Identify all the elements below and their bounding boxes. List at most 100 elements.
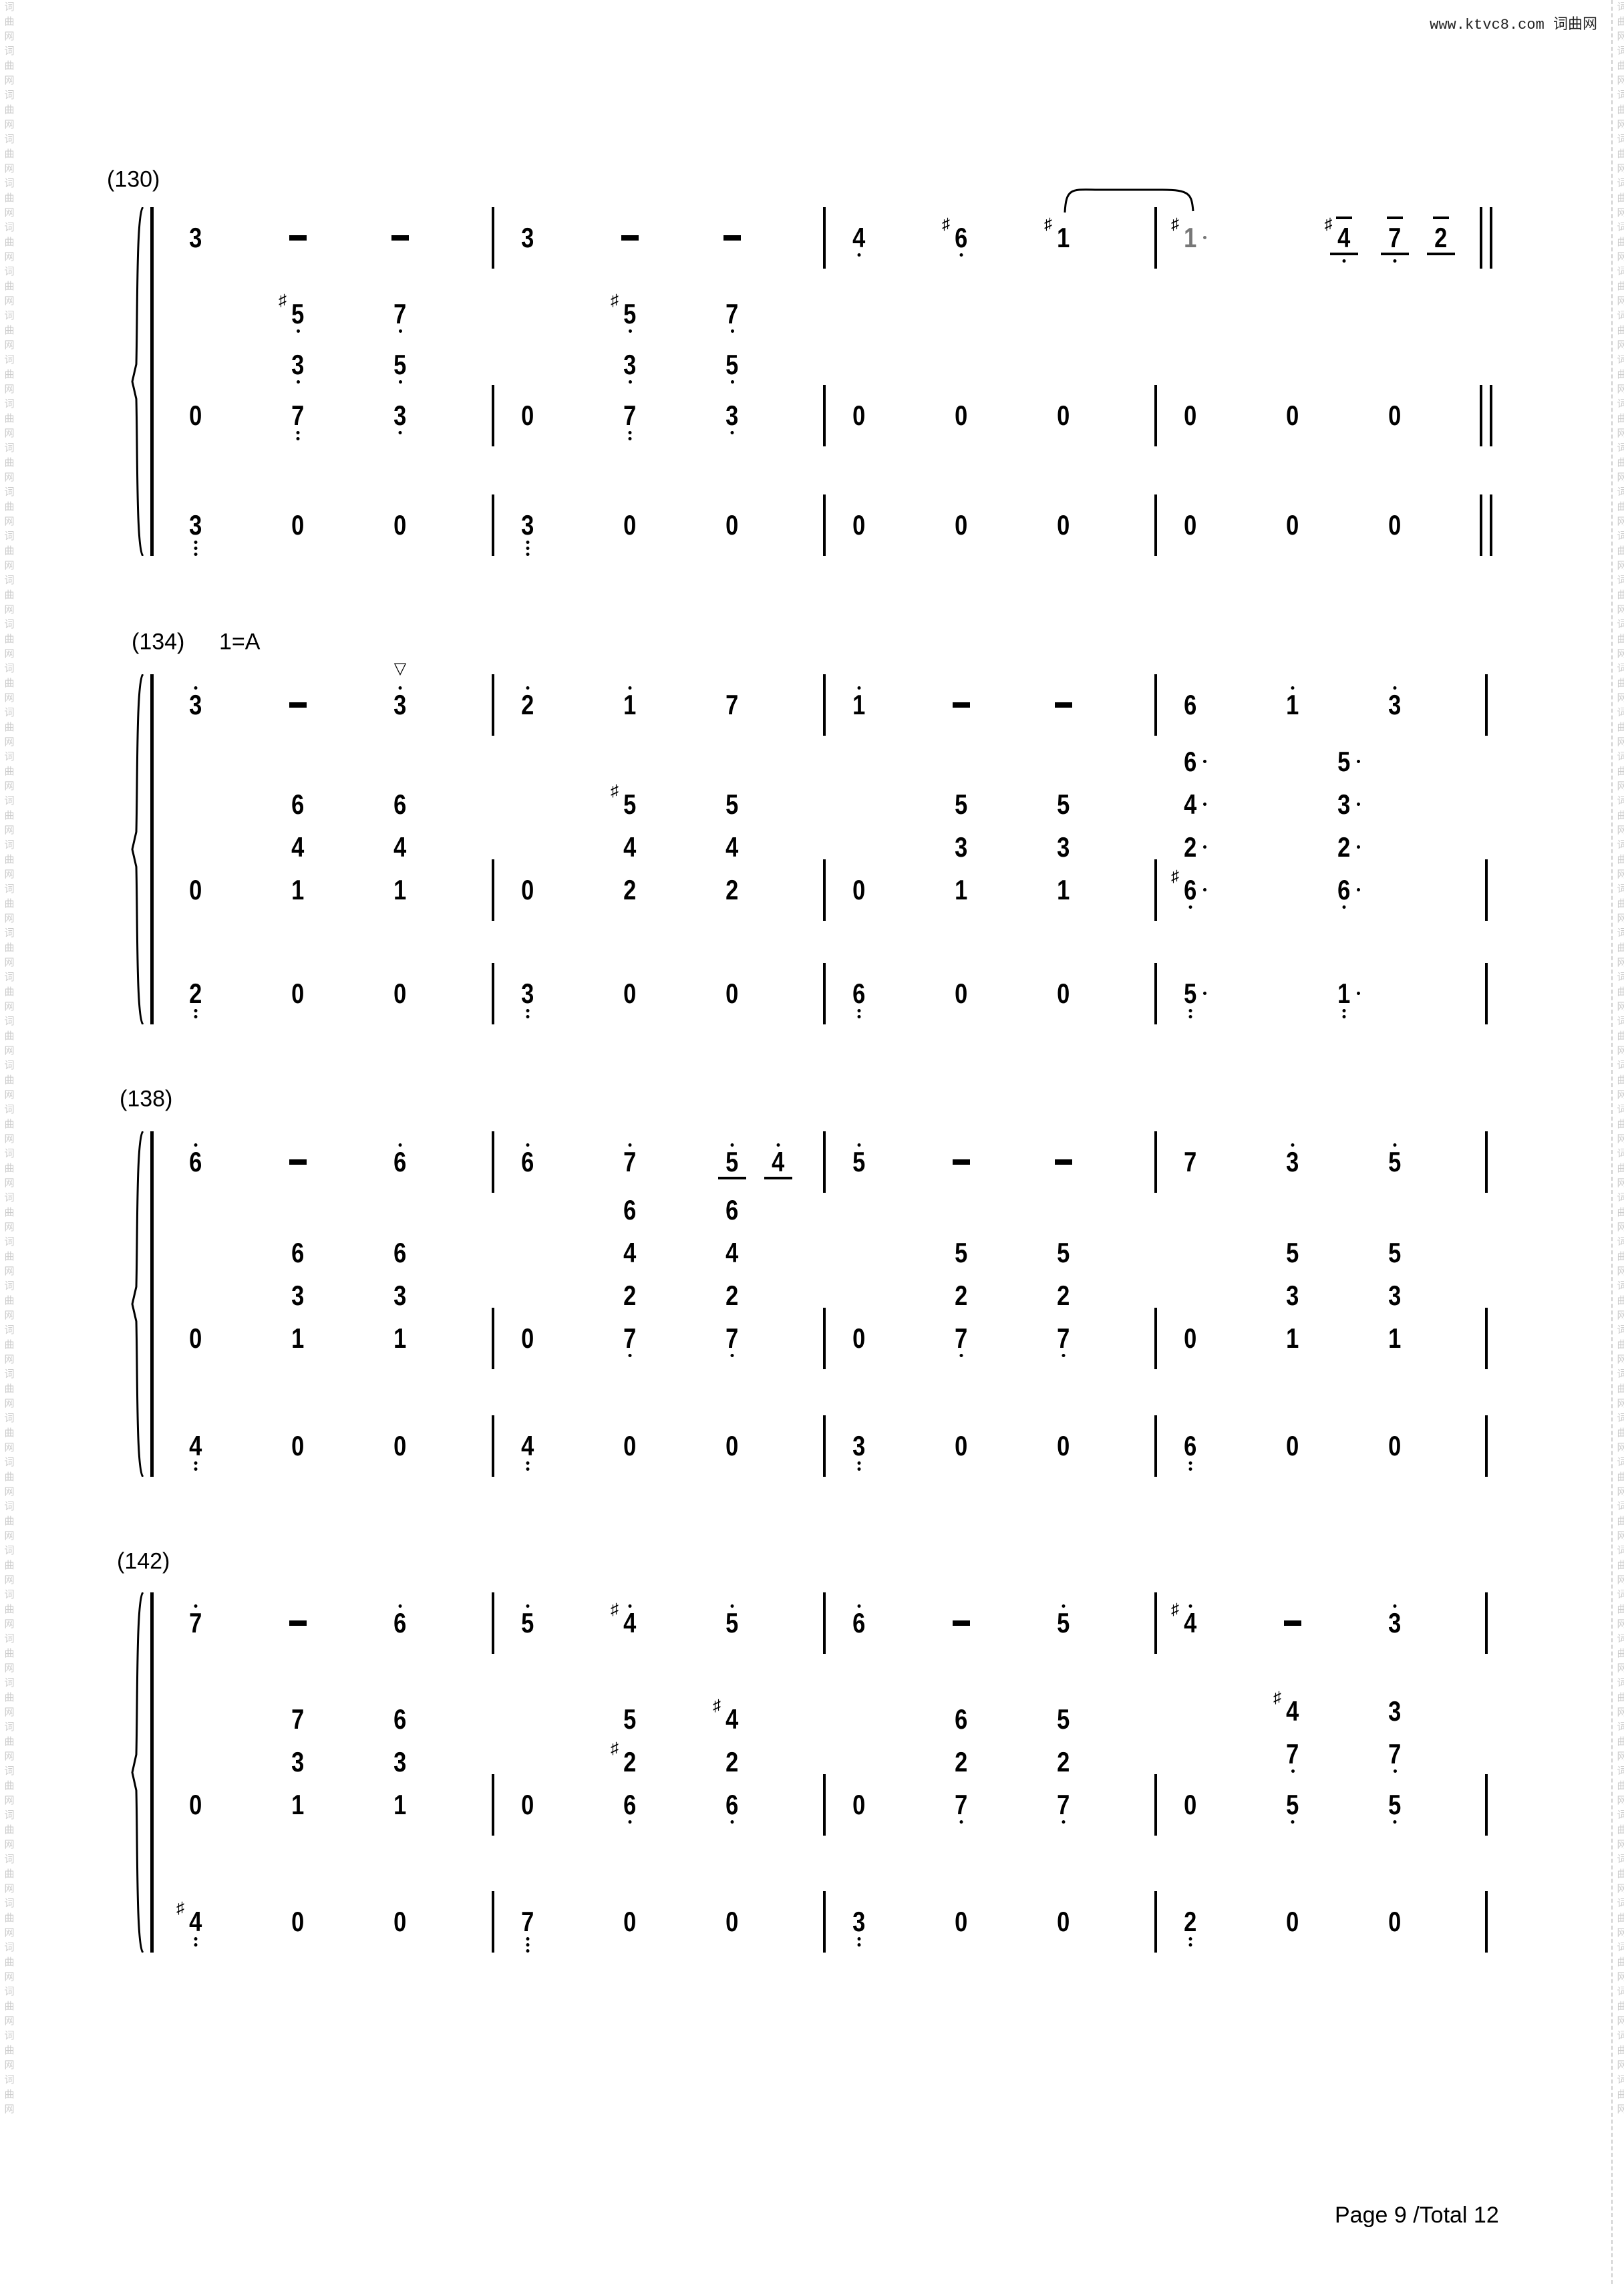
note-digit: 7 bbox=[1388, 1738, 1402, 1769]
beat: 3 bbox=[518, 972, 538, 1018]
note: 3 bbox=[849, 1432, 869, 1471]
note-digit: 5 bbox=[725, 349, 739, 380]
note-wrapper: 0 bbox=[1283, 504, 1303, 539]
note-digit: 0 bbox=[623, 1906, 637, 1937]
note-wrapper: 5 bbox=[1053, 1698, 1074, 1733]
note: 4 bbox=[288, 833, 308, 861]
augmentation-dot bbox=[1203, 803, 1206, 806]
beat: 0 bbox=[1180, 394, 1200, 430]
note-wrapper: 1 bbox=[1283, 1317, 1303, 1352]
barline bbox=[1485, 859, 1488, 921]
beat: 0 bbox=[390, 1900, 410, 1936]
note-digit: 6 bbox=[1184, 689, 1197, 720]
note-wrapper bbox=[951, 684, 971, 717]
augmentation-dot bbox=[1356, 803, 1360, 806]
barline bbox=[1154, 859, 1157, 921]
note: 3 bbox=[390, 1282, 410, 1310]
note-wrapper: 6 bbox=[620, 1189, 640, 1224]
beat: 2 bbox=[1180, 1900, 1200, 1947]
note-wrapper: 0 bbox=[186, 1783, 206, 1819]
note: 4 ♯ bbox=[1325, 217, 1358, 263]
note-wrapper: 5 bbox=[951, 783, 971, 819]
octave-dot bbox=[526, 1009, 530, 1012]
octave-dot bbox=[1393, 1820, 1397, 1824]
low-octave-dots bbox=[730, 428, 734, 436]
note-digit: 2 bbox=[955, 1746, 968, 1777]
site-header[interactable]: www.ktvc8.com 词曲网 bbox=[1430, 17, 1597, 33]
note: 0 bbox=[390, 980, 410, 1008]
octave-dot bbox=[1188, 1015, 1192, 1018]
note-digit: 1 bbox=[623, 689, 637, 720]
octave-dot bbox=[194, 1604, 198, 1608]
note: 4 bbox=[620, 833, 640, 861]
octave-dot bbox=[526, 1943, 530, 1947]
note-wrapper: 1 bbox=[1283, 684, 1303, 719]
note-digit: 0 bbox=[291, 509, 305, 541]
barline bbox=[1485, 1774, 1488, 1836]
beat: 0 bbox=[1180, 1783, 1200, 1819]
beat bbox=[1053, 684, 1074, 717]
sharp-sign: ♯ bbox=[713, 1697, 721, 1715]
note-wrapper: 6 bbox=[186, 1141, 206, 1176]
low-octave-dots bbox=[1393, 1817, 1397, 1825]
chord: 6 4 1 bbox=[390, 783, 410, 904]
note-digit: 3 bbox=[393, 689, 407, 720]
beat: 3 bbox=[1385, 1602, 1405, 1637]
low-octave-dots bbox=[857, 1934, 861, 1948]
beat: 0 bbox=[1283, 1900, 1303, 1936]
note-digit: 2 bbox=[1057, 1280, 1070, 1311]
note: 4 bbox=[620, 1239, 640, 1267]
note: 6 ♯ bbox=[942, 217, 971, 257]
note-digit: 0 bbox=[852, 1789, 866, 1820]
note-digit: 0 bbox=[1388, 509, 1402, 541]
note-wrapper: 5 bbox=[722, 1602, 742, 1637]
note-digit: 0 bbox=[623, 978, 637, 1009]
note: 5 bbox=[1385, 1143, 1405, 1177]
note: 0 bbox=[518, 1791, 538, 1819]
note: 0 bbox=[1283, 511, 1303, 539]
barline bbox=[823, 963, 826, 1024]
note-digit: 0 bbox=[1286, 1430, 1299, 1461]
note-digit: 3 bbox=[1286, 1280, 1299, 1311]
note-wrapper: 0 bbox=[1180, 504, 1200, 539]
beat: 1 bbox=[1334, 972, 1360, 1018]
note-wrapper: 0 bbox=[1385, 394, 1405, 430]
note-digit: 5 bbox=[1388, 1146, 1402, 1177]
note-wrapper: 4 ♯ bbox=[611, 1602, 640, 1637]
beat: 5 bbox=[1053, 1602, 1074, 1637]
beat: 0 bbox=[620, 504, 640, 539]
note-wrapper: 2 bbox=[186, 972, 206, 1018]
note: 3 bbox=[288, 351, 308, 379]
barline bbox=[1485, 1131, 1488, 1193]
note: 4 ♯ bbox=[611, 1602, 640, 1637]
low-octave-dots bbox=[857, 1458, 861, 1472]
dash bbox=[288, 226, 308, 250]
high-octave-dots bbox=[526, 1142, 530, 1150]
note-digit: 0 bbox=[852, 1322, 866, 1354]
note: 3 bbox=[390, 1748, 410, 1776]
note-digit: 3 bbox=[189, 222, 202, 253]
beat: 0 bbox=[951, 504, 971, 539]
note-wrapper: 5 bbox=[722, 343, 742, 385]
note: 4 bbox=[1180, 791, 1206, 819]
beat: 3 bbox=[518, 217, 538, 252]
note-digit: 3 bbox=[1337, 789, 1351, 820]
note-wrapper: 3 bbox=[288, 343, 308, 385]
note: 5 ♯ bbox=[279, 293, 308, 328]
octave-dot bbox=[857, 1937, 861, 1941]
beat: 0 bbox=[1053, 1425, 1074, 1460]
barline bbox=[1154, 494, 1157, 556]
note: 3 bbox=[722, 402, 742, 434]
note: 1 bbox=[951, 876, 971, 904]
beat: 0 bbox=[620, 1900, 640, 1937]
dash-mark bbox=[621, 235, 639, 241]
note-digit: 2 bbox=[521, 689, 534, 720]
beat: 5 bbox=[1180, 972, 1206, 1018]
octave-dot bbox=[398, 329, 402, 333]
note: 6 bbox=[620, 1791, 640, 1824]
octave-dot bbox=[628, 431, 632, 434]
beat: 1 ♯ bbox=[1171, 217, 1206, 252]
note-wrapper: 0 bbox=[1053, 1425, 1074, 1460]
octave-dot bbox=[628, 1354, 632, 1357]
beat: 0 bbox=[722, 1425, 742, 1460]
